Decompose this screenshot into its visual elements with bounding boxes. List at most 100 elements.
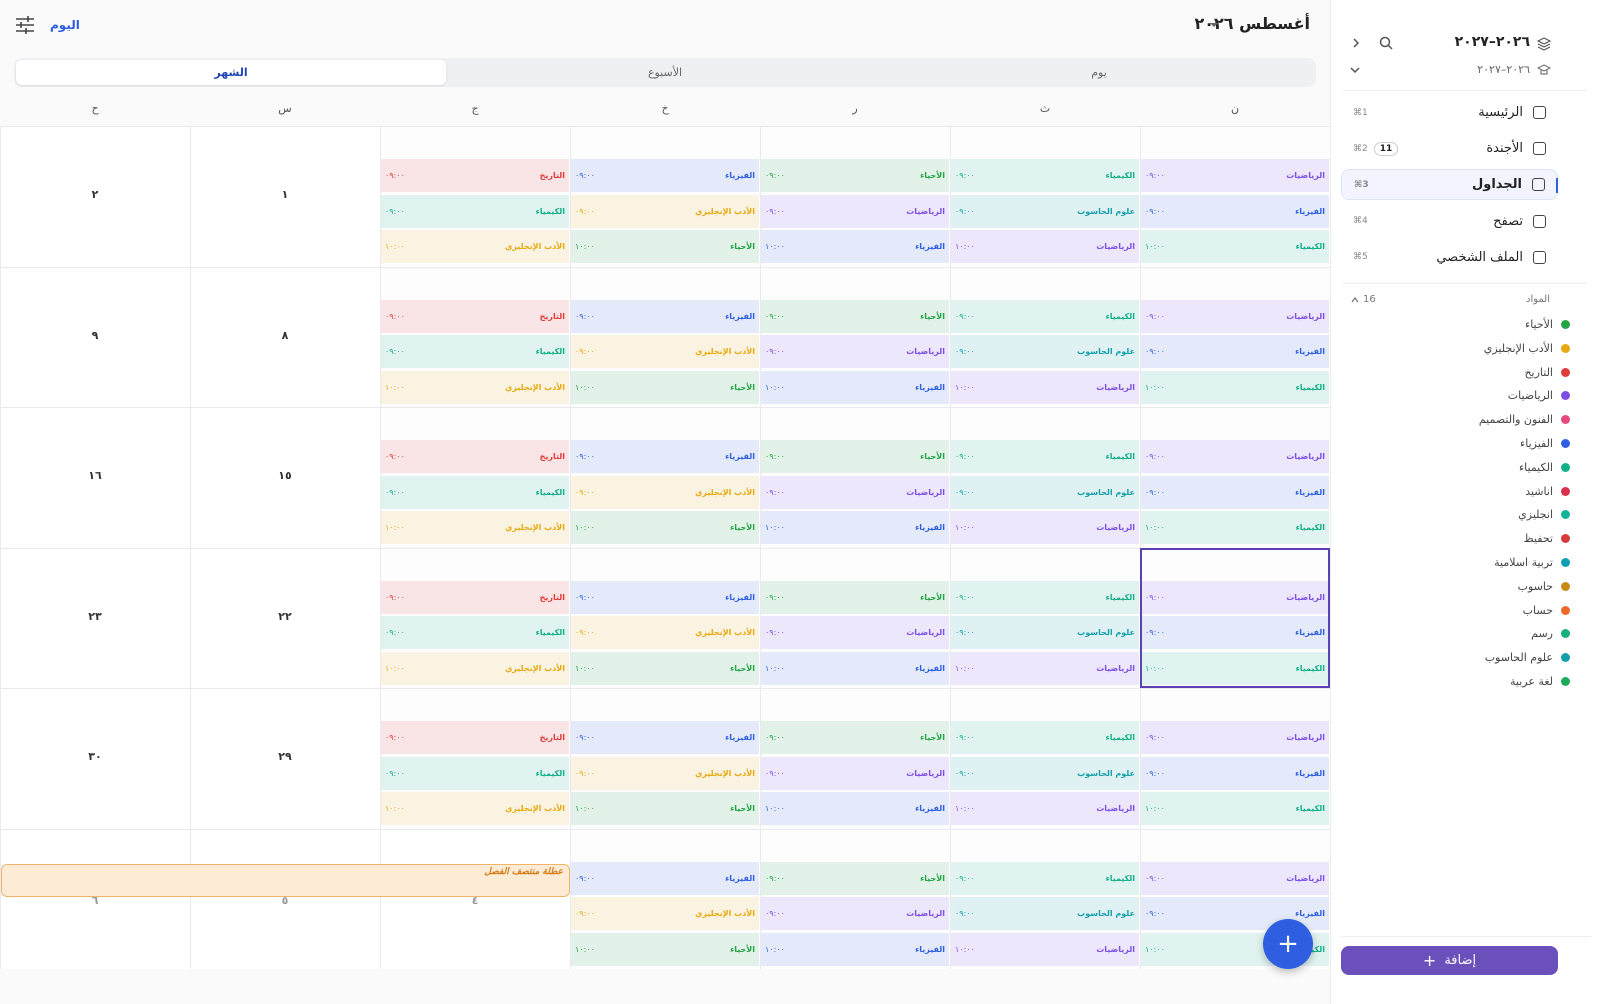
event[interactable]: الفيزياء ٠٩:٠٠ bbox=[571, 580, 759, 614]
event[interactable]: علوم الحاسوب ٠٩:٠٠ bbox=[951, 335, 1139, 368]
nav-item[interactable]: الملف الشخصي ⌘5 bbox=[1341, 242, 1558, 273]
day-cell[interactable] bbox=[190, 688, 380, 829]
term-label[interactable]: ٢٠٢٦–٢٠٢٧ bbox=[1477, 63, 1530, 76]
day-cell[interactable] bbox=[0, 407, 190, 548]
event[interactable]: الرياضيات ١٠:٠٠ bbox=[951, 792, 1139, 825]
collapse-icon[interactable] bbox=[1351, 37, 1361, 49]
event[interactable]: الفيزياء ٠٩:٠٠ bbox=[571, 299, 759, 333]
day-cell[interactable] bbox=[1140, 266, 1330, 407]
day-cell[interactable] bbox=[760, 547, 950, 688]
event[interactable]: الفيزياء ١٠:٠٠ bbox=[761, 932, 949, 966]
event[interactable]: الأحياء ١٠:٠٠ bbox=[571, 230, 759, 263]
event[interactable]: الرياضيات ٠٩:٠٠ bbox=[761, 194, 949, 228]
subject-item[interactable]: لغة عربية bbox=[1510, 675, 1570, 688]
day-cell[interactable] bbox=[760, 126, 950, 267]
nav-item[interactable]: الجداول ⌘3 bbox=[1341, 169, 1558, 201]
event[interactable]: الكيمياء ٠٩:٠٠ bbox=[381, 335, 569, 368]
day-cell[interactable] bbox=[0, 547, 190, 688]
day-cell[interactable] bbox=[950, 688, 1140, 829]
event[interactable]: الأدب الإنجليزي ١٠:٠٠ bbox=[381, 370, 569, 404]
day-cell[interactable] bbox=[950, 266, 1140, 407]
subject-item[interactable]: حساب bbox=[1523, 604, 1570, 617]
event[interactable]: الرياضيات ٠٩:٠٠ bbox=[761, 897, 949, 930]
day-cell[interactable] bbox=[1140, 126, 1330, 267]
event[interactable]: الرياضيات ١٠:٠٠ bbox=[951, 370, 1139, 404]
event[interactable]: الفيزياء ٠٩:٠٠ bbox=[1141, 335, 1329, 368]
day-cell[interactable] bbox=[380, 547, 570, 688]
event[interactable]: الفيزياء ٠٩:٠٠ bbox=[571, 861, 759, 895]
subject-item[interactable]: علوم الحاسوب bbox=[1485, 651, 1570, 664]
event[interactable]: الأحياء ٠٩:٠٠ bbox=[761, 580, 949, 614]
event[interactable]: الرياضيات ٠٩:٠٠ bbox=[761, 335, 949, 368]
nav-item[interactable]: تصفح ⌘4 bbox=[1341, 206, 1558, 237]
event[interactable]: الرياضيات ٠٩:٠٠ bbox=[761, 616, 949, 649]
event[interactable]: علوم الحاسوب ٠٩:٠٠ bbox=[951, 194, 1139, 228]
search-icon[interactable] bbox=[1379, 36, 1393, 50]
day-cell[interactable] bbox=[0, 688, 190, 829]
event[interactable]: الكيمياء ٠٩:٠٠ bbox=[951, 861, 1139, 895]
event[interactable]: الكيمياء ٠٩:٠٠ bbox=[951, 299, 1139, 333]
day-cell[interactable] bbox=[1140, 547, 1330, 688]
event[interactable]: التاريخ ٠٩:٠٠ bbox=[381, 159, 569, 192]
day-cell[interactable] bbox=[190, 407, 380, 548]
nav-item[interactable]: الرئيسية ⌘1 bbox=[1341, 97, 1558, 128]
subject-item[interactable]: رسم bbox=[1531, 627, 1570, 640]
event[interactable]: الرياضيات ١٠:٠٠ bbox=[951, 230, 1139, 263]
day-cell[interactable] bbox=[760, 407, 950, 548]
event[interactable]: الرياضيات ١٠:٠٠ bbox=[951, 932, 1139, 966]
day-cell[interactable] bbox=[950, 828, 1140, 969]
event[interactable]: الأحياء ٠٩:٠٠ bbox=[761, 440, 949, 473]
event[interactable]: الأحياء ١٠:٠٠ bbox=[571, 651, 759, 685]
event[interactable]: الكيمياء ١٠:٠٠ bbox=[1141, 651, 1329, 685]
day-cell[interactable] bbox=[570, 547, 760, 688]
event[interactable]: الأحياء ٠٩:٠٠ bbox=[761, 299, 949, 333]
event[interactable]: الرياضيات ٠٩:٠٠ bbox=[761, 475, 949, 509]
event[interactable]: الكيمياء ١٠:٠٠ bbox=[1141, 230, 1329, 263]
event[interactable]: علوم الحاسوب ٠٩:٠٠ bbox=[951, 616, 1139, 649]
day-cell[interactable] bbox=[1140, 688, 1330, 829]
filter-icon[interactable] bbox=[15, 16, 35, 34]
event[interactable]: الأدب الإنجليزي ٠٩:٠٠ bbox=[571, 616, 759, 649]
day-cell[interactable] bbox=[380, 828, 570, 969]
event[interactable]: الكيمياء ٠٩:٠٠ bbox=[381, 475, 569, 509]
subject-item[interactable]: التاريخ bbox=[1524, 366, 1570, 379]
day-cell[interactable] bbox=[950, 407, 1140, 548]
subject-item[interactable]: اناشيد bbox=[1525, 485, 1570, 498]
subject-item[interactable]: الفنون والتصميم bbox=[1479, 413, 1570, 426]
holiday-bar[interactable]: عطلة منتصف الفصل bbox=[1, 863, 570, 897]
view-tab[interactable]: يوم bbox=[884, 60, 1314, 85]
event[interactable]: الفيزياء ١٠:٠٠ bbox=[761, 651, 949, 685]
subject-item[interactable]: تحفيظ bbox=[1524, 532, 1570, 545]
day-cell[interactable] bbox=[190, 547, 380, 688]
event[interactable]: الأدب الإنجليزي ٠٩:٠٠ bbox=[571, 194, 759, 228]
event[interactable]: الأحياء ١٠:٠٠ bbox=[571, 370, 759, 404]
day-cell[interactable] bbox=[950, 547, 1140, 688]
event[interactable]: الرياضيات ٠٩:٠٠ bbox=[761, 756, 949, 790]
subject-item[interactable]: تربية اسلامية bbox=[1494, 556, 1570, 569]
event[interactable]: الرياضيات ١٠:٠٠ bbox=[951, 511, 1139, 544]
day-cell[interactable] bbox=[570, 407, 760, 548]
day-cell[interactable] bbox=[760, 828, 950, 969]
event[interactable]: الأدب الإنجليزي ١٠:٠٠ bbox=[381, 511, 569, 544]
event[interactable]: الأدب الإنجليزي ١٠:٠٠ bbox=[381, 651, 569, 685]
day-cell[interactable] bbox=[570, 266, 760, 407]
day-cell[interactable] bbox=[570, 828, 760, 969]
event[interactable]: الفيزياء ١٠:٠٠ bbox=[761, 230, 949, 263]
event[interactable]: الرياضيات ٠٩:٠٠ bbox=[1141, 299, 1329, 333]
event[interactable]: الأدب الإنجليزي ٠٩:٠٠ bbox=[571, 475, 759, 509]
day-cell[interactable] bbox=[380, 266, 570, 407]
event[interactable]: الأدب الإنجليزي ٠٩:٠٠ bbox=[571, 335, 759, 368]
day-cell[interactable] bbox=[950, 126, 1140, 267]
event[interactable]: الفيزياء ٠٩:٠٠ bbox=[571, 159, 759, 192]
fab-add[interactable]: + bbox=[1263, 919, 1313, 969]
term-dropdown[interactable] bbox=[1349, 65, 1361, 75]
day-cell[interactable] bbox=[0, 828, 190, 969]
subject-item[interactable]: الأدب الإنجليزي bbox=[1484, 342, 1570, 355]
subjects-toggle[interactable] bbox=[1350, 296, 1360, 304]
today-button[interactable]: اليوم bbox=[50, 18, 80, 32]
event[interactable]: الكيمياء ١٠:٠٠ bbox=[1141, 511, 1329, 544]
event[interactable]: الرياضيات ٠٩:٠٠ bbox=[1141, 580, 1329, 614]
event[interactable]: الفيزياء ١٠:٠٠ bbox=[761, 511, 949, 544]
subject-item[interactable]: انجليزي bbox=[1518, 508, 1570, 521]
subject-item[interactable]: الرياضيات bbox=[1508, 389, 1570, 402]
